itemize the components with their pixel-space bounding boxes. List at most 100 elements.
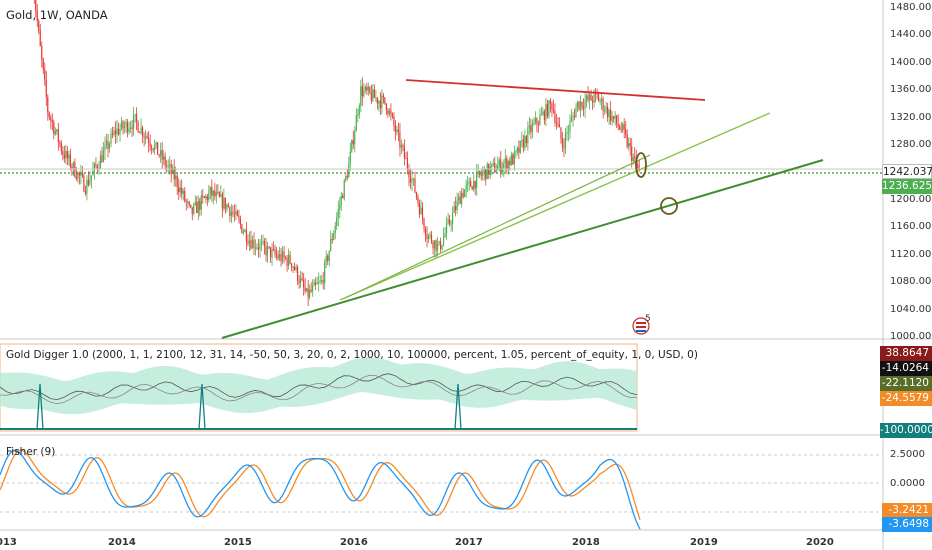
candle — [302, 280, 305, 288]
candle — [600, 98, 603, 102]
candle — [420, 207, 422, 215]
candle — [409, 177, 412, 183]
candle — [87, 179, 89, 185]
candle — [293, 266, 296, 270]
candle — [432, 242, 434, 249]
candle — [245, 229, 248, 242]
trend-line-light — [344, 154, 651, 299]
candle — [340, 195, 342, 206]
candle — [322, 280, 324, 283]
candle — [426, 235, 428, 239]
candle — [150, 146, 153, 149]
candle — [519, 141, 521, 153]
candle — [503, 163, 505, 168]
candle — [321, 280, 323, 282]
candle — [393, 116, 395, 126]
candle — [385, 103, 387, 111]
candle — [483, 169, 485, 173]
candle — [626, 134, 628, 147]
candle — [477, 171, 479, 173]
price-tick: 1320.000 — [890, 111, 932, 123]
candle — [176, 175, 178, 188]
resistance-line — [405, 79, 706, 101]
candle — [569, 121, 571, 132]
candle — [96, 166, 99, 169]
candle — [41, 45, 43, 59]
candle — [394, 125, 396, 132]
candle — [287, 254, 290, 266]
candle — [289, 254, 291, 264]
candle — [536, 118, 538, 125]
fisher-label[interactable]: Fisher (9) — [6, 446, 56, 458]
candle — [256, 247, 258, 249]
candle — [199, 201, 201, 210]
candle — [436, 243, 439, 251]
candle — [155, 142, 157, 146]
candle — [274, 249, 276, 255]
candle — [381, 95, 383, 108]
candle — [104, 144, 106, 151]
candle — [379, 100, 381, 108]
candle — [445, 223, 448, 234]
candle — [554, 111, 556, 123]
candle — [349, 151, 351, 164]
candle — [494, 162, 496, 173]
candle — [280, 253, 282, 262]
fisher-line — [0, 449, 641, 530]
candle — [528, 125, 530, 128]
candle — [120, 121, 123, 130]
candle — [399, 132, 401, 148]
candle — [50, 117, 52, 121]
candle — [90, 175, 92, 180]
candle — [557, 123, 559, 125]
candle — [616, 115, 618, 124]
candle — [286, 258, 288, 266]
candle — [539, 115, 541, 125]
candle — [384, 97, 386, 104]
flag-badge[interactable]: 5 — [632, 314, 651, 335]
candle — [355, 115, 357, 132]
candle — [206, 196, 208, 200]
candle — [605, 106, 607, 111]
candle — [68, 154, 70, 159]
candle — [83, 175, 85, 192]
candle — [35, 0, 37, 11]
candle — [152, 148, 154, 151]
candle — [354, 131, 356, 145]
candle — [468, 181, 470, 183]
candle — [157, 142, 159, 155]
candle — [516, 147, 518, 152]
candle — [283, 251, 285, 258]
candle — [229, 207, 231, 216]
candle — [470, 181, 472, 187]
candle — [396, 129, 398, 132]
candle — [260, 242, 263, 244]
candle — [77, 172, 79, 179]
candle — [226, 204, 228, 210]
candle — [497, 165, 499, 171]
candle — [188, 201, 190, 205]
candle — [390, 110, 392, 115]
candle — [59, 141, 61, 144]
price-tick: 1280.000 — [890, 139, 932, 151]
candle — [119, 129, 121, 135]
candle — [530, 125, 532, 133]
candle — [248, 240, 251, 244]
candle — [304, 287, 306, 292]
trend-line-light — [339, 112, 771, 301]
candle — [221, 194, 223, 209]
candle — [254, 247, 257, 249]
candle — [129, 127, 132, 129]
candle — [456, 200, 458, 211]
indicator-label[interactable]: Gold Digger 1.0 (2000, 1, 1, 2100, 12, 3… — [6, 349, 698, 361]
candle — [582, 106, 585, 109]
candle — [116, 128, 118, 135]
time-tick: 2017 — [455, 537, 483, 548]
candle — [202, 195, 204, 197]
candle — [167, 165, 169, 167]
candle — [555, 122, 558, 124]
candle — [56, 129, 58, 132]
candle — [567, 131, 570, 133]
candle — [57, 129, 59, 142]
